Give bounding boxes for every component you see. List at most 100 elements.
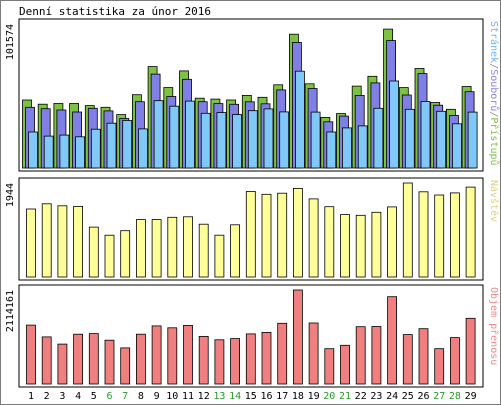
x-tick-label-24: 24 xyxy=(386,391,398,402)
x-tick-label-19: 19 xyxy=(308,391,320,402)
bar-top-stránek-15 xyxy=(247,110,258,169)
x-tick-label-21: 21 xyxy=(339,391,351,402)
bar-bot-objem-přenosu-17 xyxy=(277,322,288,385)
bar-top-stránek-27 xyxy=(436,110,447,169)
bar-top-stránek-8 xyxy=(137,128,148,169)
x-tick-label-1: 1 xyxy=(28,391,34,402)
bar-bot-objem-přenosu-2 xyxy=(41,336,52,385)
x-tick-label-17: 17 xyxy=(276,391,288,402)
bar-mid-návštěv-5 xyxy=(88,226,99,278)
x-tick-label-25: 25 xyxy=(402,391,414,402)
x-tick-label-16: 16 xyxy=(260,391,272,402)
bar-bot-objem-přenosu-14 xyxy=(230,338,241,385)
bar-bot-objem-přenosu-6 xyxy=(104,339,115,385)
chart-title: Denní statistika za únor 2016 xyxy=(19,5,211,18)
bar-mid-návštěv-3 xyxy=(57,205,68,278)
bar-top-stránek-18 xyxy=(294,70,305,169)
bar-top-stránek-9 xyxy=(153,100,164,169)
bar-top-stránek-3 xyxy=(59,134,70,169)
bar-mid-návštěv-8 xyxy=(135,219,146,278)
bar-top-stránek-25 xyxy=(404,108,415,169)
panel-bot-legend-label: Objem přenosu xyxy=(488,287,500,365)
x-tick-label-4: 4 xyxy=(75,391,81,402)
bar-mid-návštěv-4 xyxy=(73,205,83,278)
x-tick-label-3: 3 xyxy=(59,391,65,402)
bar-mid-návštěv-28 xyxy=(449,192,460,278)
bar-bot-objem-přenosu-29 xyxy=(465,317,476,385)
bar-mid-návštěv-14 xyxy=(230,224,241,278)
legend-part-0: Návštěv xyxy=(488,180,500,222)
x-tick-label-9: 9 xyxy=(154,391,160,402)
bar-mid-návštěv-29 xyxy=(465,186,476,278)
x-tick-label-11: 11 xyxy=(182,391,194,402)
x-tick-label-5: 5 xyxy=(91,391,97,402)
bar-mid-návštěv-20 xyxy=(324,206,335,278)
bar-top-stránek-5 xyxy=(90,128,101,169)
bar-top-stránek-11 xyxy=(185,100,195,169)
bar-top-stránek-22 xyxy=(357,125,368,169)
x-tick-label-13: 13 xyxy=(213,391,225,402)
bar-top-stránek-4 xyxy=(75,136,85,169)
bar-bot-objem-přenosu-20 xyxy=(324,348,335,385)
bar-mid-návštěv-25 xyxy=(402,182,413,278)
bar-mid-návštěv-10 xyxy=(167,216,178,278)
bar-bot-objem-přenosu-22 xyxy=(355,326,366,385)
bar-bot-objem-přenosu-7 xyxy=(120,347,131,385)
bar-top-stránek-21 xyxy=(342,127,352,169)
x-tick-label-27: 27 xyxy=(433,391,445,402)
legend-part-0: Objem přenosu xyxy=(488,287,500,365)
bar-mid-návštěv-19 xyxy=(308,198,319,278)
bar-mid-návštěv-2 xyxy=(41,203,52,278)
bar-bot-objem-přenosu-18 xyxy=(292,289,303,385)
bar-bot-objem-přenosu-25 xyxy=(402,334,413,385)
bar-top-stránek-17 xyxy=(279,111,290,169)
bar-mid-návštěv-6 xyxy=(104,234,115,278)
x-tick-label-20: 20 xyxy=(323,391,335,402)
bar-mid-návštěv-15 xyxy=(245,191,256,278)
bar-bot-objem-přenosu-16 xyxy=(261,331,272,385)
x-tick-label-15: 15 xyxy=(245,391,257,402)
bar-bot-objem-přenosu-10 xyxy=(167,327,178,385)
bar-bot-objem-přenosu-27 xyxy=(434,348,445,385)
legend-part-0: Stránek xyxy=(488,21,500,63)
bar-top-stránek-7 xyxy=(122,120,133,169)
bar-top-stránek-23 xyxy=(373,107,384,169)
bar-top-stránek-12 xyxy=(200,112,211,169)
bar-top-stránek-26 xyxy=(420,101,431,169)
panel-mid-ymax-label: 1944 xyxy=(5,183,16,207)
bar-top-stránek-6 xyxy=(106,122,117,169)
x-tick-label-22: 22 xyxy=(355,391,367,402)
bar-top-stránek-20 xyxy=(326,131,337,169)
bar-mid-návštěv-11 xyxy=(183,216,193,278)
bar-mid-návštěv-23 xyxy=(371,211,382,278)
bar-bot-objem-přenosu-11 xyxy=(183,324,193,385)
x-tick-label-7: 7 xyxy=(122,391,128,402)
x-tick-label-12: 12 xyxy=(198,391,210,402)
bar-top-stránek-28 xyxy=(451,123,462,169)
x-tick-label-10: 10 xyxy=(166,391,178,402)
bar-mid-návštěv-22 xyxy=(355,214,366,278)
legend-part-2: Souborů xyxy=(488,69,500,111)
bar-bot-objem-přenosu-13 xyxy=(214,339,225,385)
bar-bot-objem-přenosu-28 xyxy=(449,337,460,385)
bar-bot-objem-přenosu-8 xyxy=(135,333,146,385)
bar-top-stránek-10 xyxy=(169,105,180,169)
bar-mid-návštěv-26 xyxy=(418,191,429,278)
legend-part-4: Přístupů xyxy=(488,117,500,165)
x-tick-label-26: 26 xyxy=(417,391,429,402)
bar-top-stránek-2 xyxy=(43,135,54,169)
bar-mid-návštěv-17 xyxy=(277,192,288,278)
bar-mid-návštěv-1 xyxy=(26,208,36,278)
bar-bot-objem-přenosu-15 xyxy=(245,333,256,385)
x-tick-label-2: 2 xyxy=(44,391,50,402)
bar-mid-návštěv-7 xyxy=(120,230,131,278)
x-tick-label-28: 28 xyxy=(449,391,461,402)
x-tick-label-29: 29 xyxy=(465,391,477,402)
x-tick-label-18: 18 xyxy=(292,391,304,402)
bar-bot-objem-přenosu-3 xyxy=(57,343,68,385)
bar-bot-objem-přenosu-19 xyxy=(308,322,319,385)
bar-bot-objem-přenosu-24 xyxy=(387,296,398,385)
bar-bot-objem-přenosu-1 xyxy=(26,324,36,385)
bar-bot-objem-přenosu-5 xyxy=(88,333,99,385)
